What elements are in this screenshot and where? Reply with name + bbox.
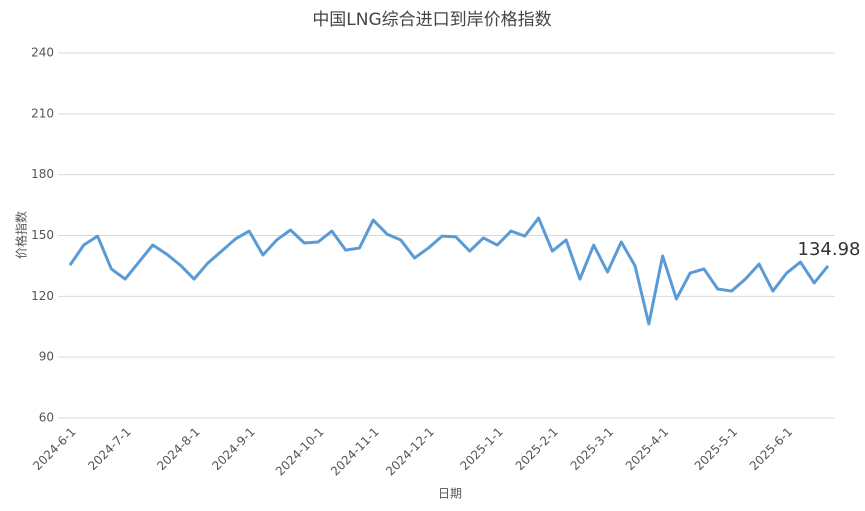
x-tick-label: 2025-6-1 [747, 425, 795, 473]
x-tick-label: 2025-1-1 [457, 425, 505, 473]
x-tick-label: 2024-9-1 [209, 425, 257, 473]
x-tick-label: 2025-3-1 [568, 425, 616, 473]
line [68, 216, 830, 326]
chart-title: 中国LNG综合进口到岸价格指数 [312, 10, 551, 30]
y-tick-label: 90 [39, 350, 54, 364]
x-tick-label: 2024-6-1 [30, 425, 78, 473]
x-tick-label: 2024-8-1 [154, 425, 202, 473]
data-label: 134.98 [798, 239, 861, 260]
x-tick-label: 2024-10-1 [273, 425, 327, 479]
x-tick-label: 2024-12-1 [383, 425, 437, 479]
y-tick-label: 150 [31, 228, 54, 242]
x-tick-label: 2025-5-1 [692, 425, 740, 473]
y-axis-label: 价格指数 [14, 211, 29, 259]
x-tick-label: 2025-4-1 [623, 425, 671, 473]
x-axis-label: 日期 [438, 487, 462, 501]
x-tick-label: 2024-7-1 [85, 425, 133, 473]
y-tick-label: 180 [31, 167, 54, 181]
y-tick-label: 120 [31, 289, 54, 303]
x-tick-label: 2025-2-1 [513, 425, 561, 473]
y-tick-label: 240 [31, 46, 54, 60]
y-tick-label: 210 [31, 106, 54, 120]
y-tick-label: 60 [39, 411, 54, 425]
x-tick-label: 2024-11-1 [328, 425, 382, 479]
